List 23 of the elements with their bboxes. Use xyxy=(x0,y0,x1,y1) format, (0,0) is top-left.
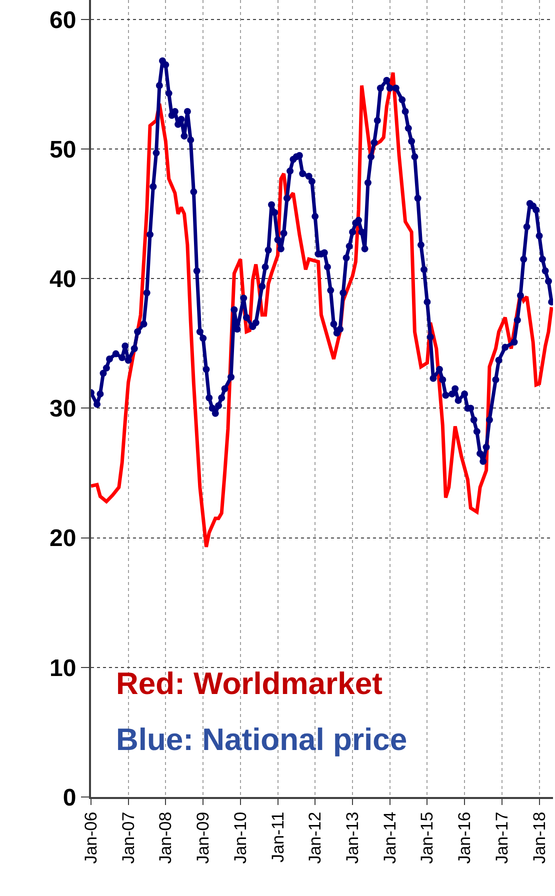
x-tick-label: Jan-17 xyxy=(492,812,512,864)
x-tick-label: Jan-14 xyxy=(380,812,400,864)
x-tick-label: Jan-11 xyxy=(268,812,288,863)
y-tick-label: 30 xyxy=(49,396,76,423)
y-tick-label: 0 xyxy=(62,784,76,812)
x-tick-label: Jan-08 xyxy=(156,812,176,864)
x-tick-label: Jan-16 xyxy=(455,812,474,864)
x-tick-label: Jan-06 xyxy=(82,812,101,864)
y-tick-label: 10 xyxy=(49,654,76,682)
annotation: Red: Worldmarket xyxy=(116,666,382,701)
x-tick-label: Jan-12 xyxy=(306,812,325,864)
x-tick-label: Jan-10 xyxy=(230,812,250,864)
y-tick-label: 50 xyxy=(49,136,76,164)
annotation: Blue: National price xyxy=(116,722,408,757)
y-tick-label: 40 xyxy=(49,266,76,294)
x-tick-label: Jan-13 xyxy=(343,812,362,864)
y-tick-label: 60 xyxy=(49,6,76,34)
x-tick-label: Jan-07 xyxy=(118,812,138,864)
x-tick-label: Jan-18 xyxy=(530,812,549,864)
line-series xyxy=(91,70,553,549)
x-tick-label: Jan-09 xyxy=(194,812,213,864)
y-tick-label: 20 xyxy=(49,525,76,552)
x-tick-label: Jan-15 xyxy=(418,812,437,864)
